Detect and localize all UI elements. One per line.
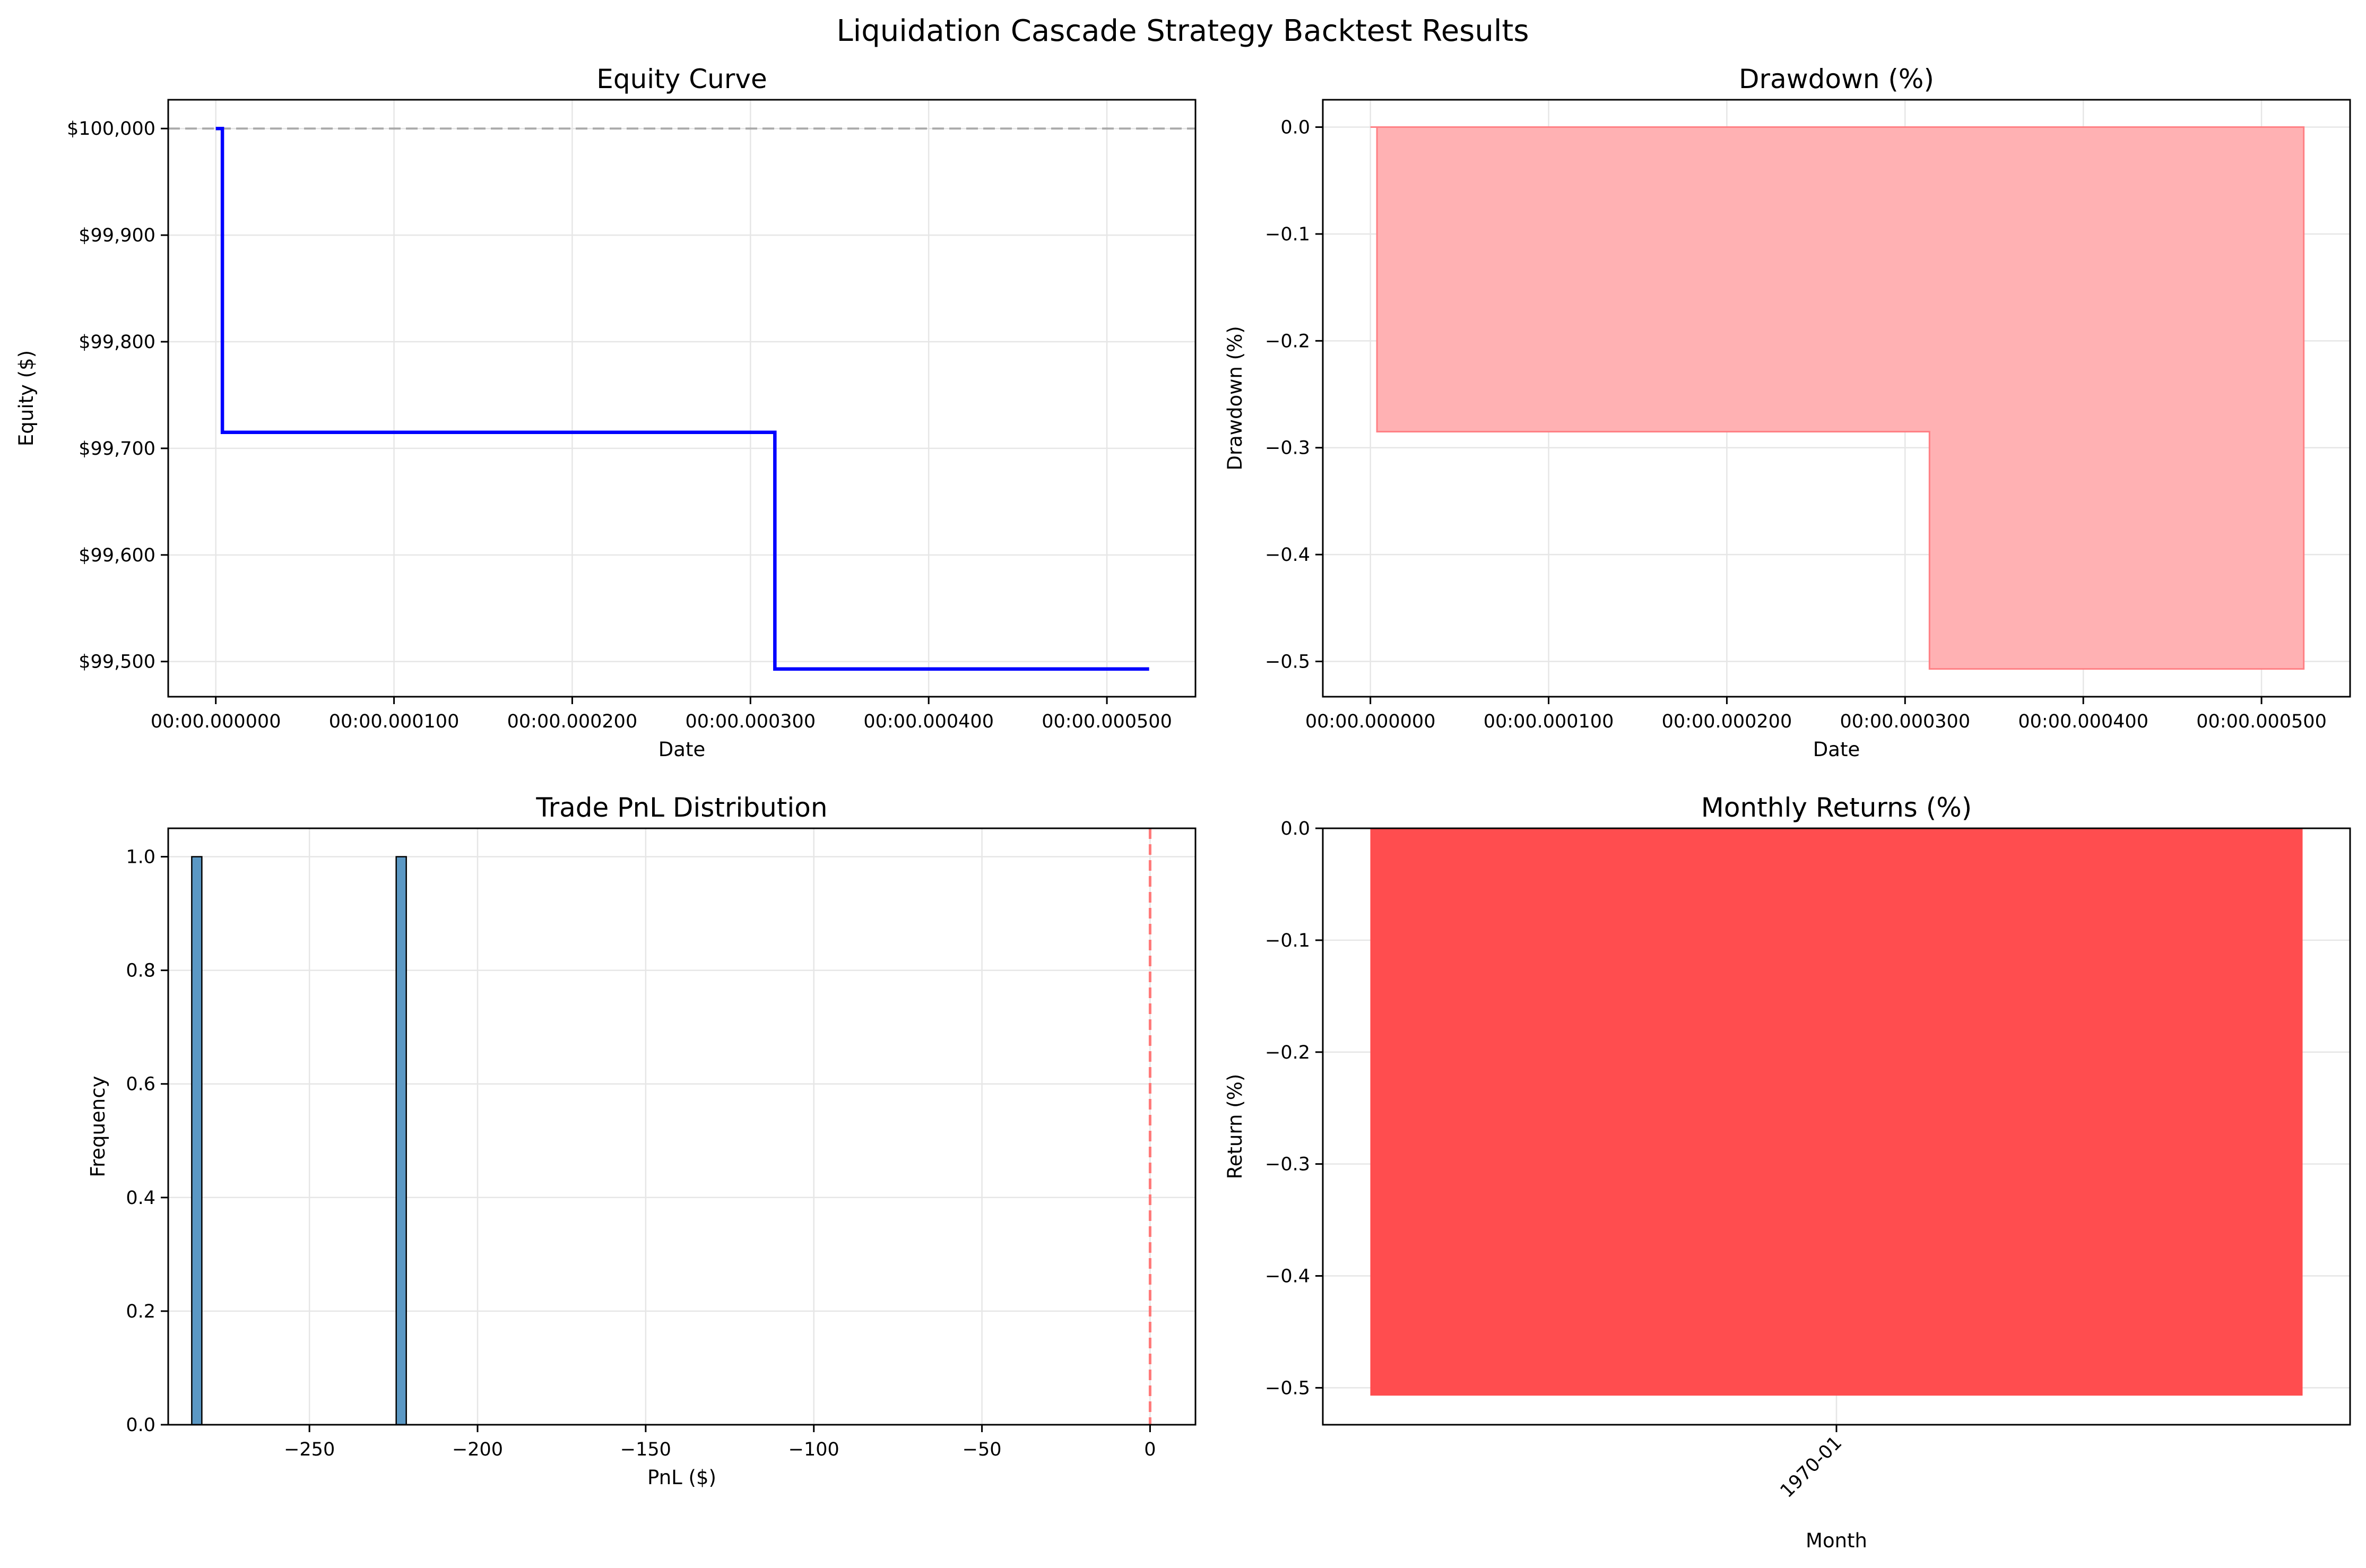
monthly-x-axis-label: Month <box>1806 1529 1867 1552</box>
equity-x-ticks: 00:00.000000 00:00.000100 00:00.000200 00:0… <box>151 697 1172 732</box>
y-tick-label: $99,900 <box>79 225 155 246</box>
drawdown-x-ticks: 00:00.000000 00:00.000100 00:00.000200 00:0… <box>1305 697 2327 732</box>
x-tick-label: 00:00.000200 <box>507 711 638 732</box>
monthly-x-ticks: 1970-01 <box>1776 1425 1847 1502</box>
equity-series <box>168 126 1195 671</box>
pnl_hist-y-ticks: 0.0 0.2 0.4 0.6 0.8 1.0 <box>126 847 168 1436</box>
figure-title: Liquidation Cascade Strategy Backtest Re… <box>836 14 1529 48</box>
y-tick-label: −0.5 <box>1265 652 1310 673</box>
x-tick-label: 00:00.000500 <box>1042 711 1172 732</box>
x-tick-label: −150 <box>620 1439 671 1460</box>
histogram-bar <box>191 856 203 1426</box>
y-tick-label: 0.0 <box>1280 818 1310 839</box>
pnl_hist-y-axis-label: Frequency <box>86 1076 109 1177</box>
y-tick-label: 0.0 <box>1280 117 1310 138</box>
monthly-y-ticks: −0.5 −0.4 −0.3 −0.2 −0.1 0.0 <box>1265 818 1323 1399</box>
monthly-panel: 1970-01 −0.5 −0.4 −0.3 −0.2 −0.1 0.0 Monthly Re… <box>1224 792 2351 1552</box>
drawdown-frame <box>1322 99 2351 698</box>
equity-line <box>215 126 1149 671</box>
histogram-bar <box>395 856 407 1426</box>
x-tick-label: 0 <box>1144 1439 1156 1460</box>
pnl_hist-frame <box>167 827 1197 1426</box>
x-tick-label: 00:00.000100 <box>1484 711 1614 732</box>
equity-y-axis-label: Equity ($) <box>15 350 38 446</box>
x-tick-label: −200 <box>452 1439 503 1460</box>
x-tick-label: −250 <box>284 1439 335 1460</box>
x-tick-label: 00:00.000400 <box>2018 711 2148 732</box>
x-tick-label: 00:00.000000 <box>1305 711 1436 732</box>
y-tick-label: −0.3 <box>1265 438 1310 459</box>
pnl_hist-grid <box>168 828 1195 1426</box>
drawdown-y-axis-label: Drawdown (%) <box>1224 326 1246 470</box>
y-tick-label: −0.1 <box>1265 224 1310 245</box>
equity-x-axis-label: Date <box>658 738 705 761</box>
y-tick-label: $99,500 <box>79 652 155 673</box>
x-tick-label: 00:00.000300 <box>1840 711 1971 732</box>
equity-grid <box>168 100 1195 697</box>
monthly-y-axis-label: Return (%) <box>1224 1074 1246 1180</box>
pnl_hist-x-ticks: −250 −200 −150 −100 −50 0 <box>284 1425 1156 1460</box>
y-tick-label: −0.4 <box>1265 544 1310 566</box>
y-tick-label: 0.0 <box>126 1415 155 1436</box>
equity-panel: 00:00.000000 00:00.000100 00:00.000200 00:0… <box>15 64 1197 761</box>
pnl_hist-panel: −250 −200 −150 −100 −50 0 0.0 0.2 0.4 0.6 0.8 1.0 Tr… <box>86 792 1197 1489</box>
y-tick-label: $99,700 <box>79 438 155 460</box>
y-tick-label: 0.6 <box>126 1074 155 1095</box>
monthly-return-bar <box>1370 828 2303 1396</box>
x-tick-label: 00:00.000500 <box>2196 711 2327 732</box>
y-tick-label: 0.8 <box>126 960 155 982</box>
monthly-series <box>1370 828 2303 1396</box>
x-tick-label: 00:00.000000 <box>151 711 281 732</box>
drawdown-title: Drawdown (%) <box>1739 64 1934 94</box>
equity-frame <box>167 99 1197 698</box>
drawdown-area <box>1370 126 2305 670</box>
y-tick-label: −0.4 <box>1265 1266 1310 1287</box>
y-tick-label: −0.2 <box>1265 1042 1310 1063</box>
y-tick-label: $99,600 <box>79 545 155 566</box>
y-tick-label: $99,800 <box>79 332 155 353</box>
y-tick-label: −0.5 <box>1265 1378 1310 1399</box>
y-tick-label: 0.2 <box>126 1301 155 1322</box>
monthly-title: Monthly Returns (%) <box>1701 792 1972 823</box>
equity-title: Equity Curve <box>596 64 767 94</box>
drawdown-y-ticks: −0.5 −0.4 −0.3 −0.2 −0.1 0.0 <box>1265 117 1323 673</box>
y-tick-label: $100,000 <box>67 118 155 140</box>
pnl_hist-series <box>191 828 1151 1426</box>
x-tick-label: −100 <box>788 1439 839 1460</box>
y-tick-label: −0.3 <box>1265 1154 1310 1175</box>
y-tick-label: −0.2 <box>1265 331 1310 352</box>
y-tick-label: 1.0 <box>126 847 155 868</box>
drawdown-panel: 00:00.000000 00:00.000100 00:00.000200 00:0… <box>1224 64 2351 761</box>
x-tick-label: −50 <box>963 1439 1002 1460</box>
y-tick-label: −0.1 <box>1265 930 1310 951</box>
pnl_hist-x-axis-label: PnL ($) <box>647 1466 716 1489</box>
x-tick-label: 00:00.000300 <box>686 711 816 732</box>
drawdown-series <box>1370 126 2305 670</box>
x-tick-label: 00:00.000400 <box>863 711 994 732</box>
drawdown-x-axis-label: Date <box>1813 738 1860 761</box>
x-tick-label: 00:00.000200 <box>1662 711 1792 732</box>
pnl_hist-title: Trade PnL Distribution <box>535 792 827 823</box>
x-tick-label: 00:00.000100 <box>329 711 460 732</box>
x-tick-label: 1970-01 <box>1776 1432 1847 1502</box>
y-tick-label: 0.4 <box>126 1188 155 1209</box>
equity-y-ticks: $99,500 $99,600 $99,700 $99,800 $99,900 $100,… <box>67 118 168 673</box>
